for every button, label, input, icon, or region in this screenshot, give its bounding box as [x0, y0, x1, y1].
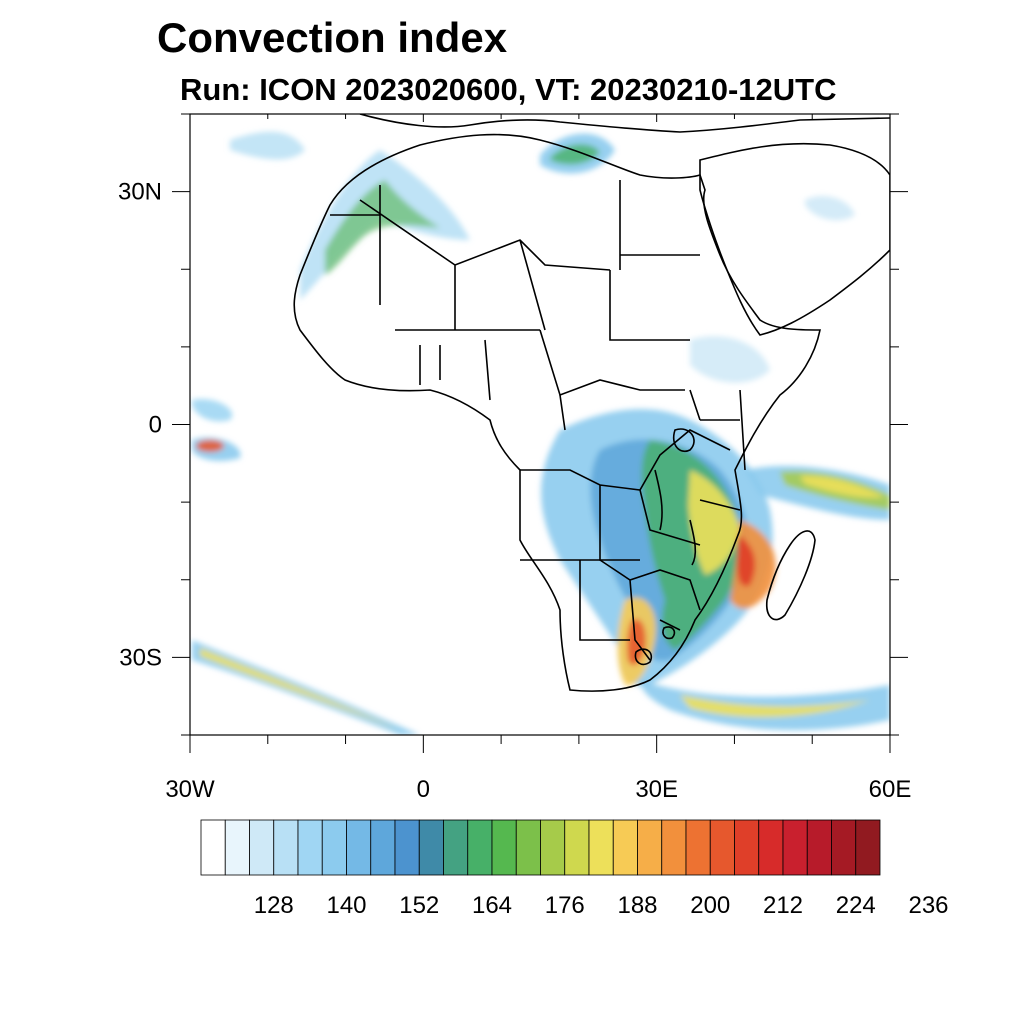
- colorbar-label: 224: [836, 892, 876, 919]
- colorbar-swatch: [685, 819, 711, 876]
- colorbar-swatch: [758, 819, 784, 876]
- axis-tick-labels: 30N 0 30S 30W 0 30E 60E: [118, 179, 911, 803]
- colorbar-swatch: [709, 819, 735, 876]
- colorbar-swatch: [346, 819, 372, 876]
- colorbar-swatch: [734, 819, 760, 876]
- madagascar-coastline: [765, 530, 816, 621]
- colorbar-swatch: [249, 819, 275, 876]
- colorbar: [200, 819, 881, 876]
- colorbar-swatch: [443, 819, 469, 876]
- colorbar-swatch: [588, 819, 614, 876]
- colorbar-label: 152: [399, 892, 439, 919]
- convection-field: [192, 131, 890, 735]
- colorbar-swatch: [394, 819, 420, 876]
- border-2: [395, 329, 685, 401]
- field-east-africa: [690, 336, 770, 383]
- colorbar-swatch: [806, 819, 832, 876]
- field-atlantic-north: [230, 131, 305, 160]
- field-nw-africa: [300, 150, 470, 300]
- field-mozambique-core: [736, 535, 756, 587]
- lon-tick-label: 30E: [635, 776, 678, 803]
- lesotho: [634, 648, 653, 666]
- lat-tick-label: 0: [149, 412, 162, 439]
- border-5: [689, 389, 746, 471]
- lat-tick-label: 30S: [119, 644, 162, 671]
- colorbar-labels: 128 140 152 164 176 188 200 212 224 236: [254, 892, 949, 919]
- colorbar-label: 212: [763, 892, 803, 919]
- field-south-front-core: [680, 695, 870, 718]
- colorbar-swatch: [467, 819, 493, 876]
- colorbar-label: 140: [326, 892, 366, 919]
- field-sw-band-core: [200, 648, 400, 730]
- colorbar-label: 236: [908, 892, 948, 919]
- colorbar-swatch: [831, 819, 857, 876]
- colorbar-swatch: [491, 819, 517, 876]
- axis-ticks: [172, 113, 908, 753]
- field-tanzania-yellow: [688, 470, 740, 575]
- field-indian-ocean-hot: [800, 475, 885, 498]
- colorbar-swatch: [564, 819, 590, 876]
- field-sw-band: [192, 640, 420, 735]
- colorbar-swatch: [321, 819, 347, 876]
- colorbar-label: 128: [254, 892, 294, 919]
- colorbar-swatch: [637, 819, 663, 876]
- lon-tick-label: 0: [417, 776, 430, 803]
- colorbar-swatch: [370, 819, 396, 876]
- colorbar-swatch: [782, 819, 808, 876]
- chart-title: Convection index: [157, 14, 508, 61]
- colorbar-swatch: [661, 819, 687, 876]
- colorbar-swatch: [612, 819, 638, 876]
- colorbar-swatch: [540, 819, 566, 876]
- chart-subtitle: Run: ICON 2023020600, VT: 20230210-12UTC: [180, 72, 837, 107]
- colorbar-swatch: [855, 819, 881, 876]
- colorbar-swatch: [273, 819, 299, 876]
- map-frame: [189, 113, 891, 736]
- colorbar-swatch: [297, 819, 323, 876]
- colorbar-label: 200: [690, 892, 730, 919]
- colorbar-label: 164: [472, 892, 512, 919]
- lon-tick-label: 60E: [869, 776, 912, 803]
- field-atlantic-eq-core: [196, 440, 224, 452]
- colorbar-swatch: [515, 819, 541, 876]
- field-atlantic-eq: [192, 399, 233, 422]
- europe-coastline: [359, 114, 890, 133]
- colorbar-swatch: [200, 819, 226, 876]
- eswatini: [662, 626, 676, 640]
- lon-tick-label: 30W: [165, 776, 215, 803]
- lat-tick-label: 30N: [118, 179, 162, 206]
- field-arabia: [805, 195, 855, 221]
- field-med-core: [550, 144, 600, 165]
- coastlines-borders: [293, 114, 890, 692]
- africa-coastline: [293, 133, 821, 692]
- colorbar-swatch: [224, 819, 250, 876]
- lake-malawi: [689, 519, 697, 566]
- lake-tanganyika: [654, 469, 663, 531]
- colorbar-label: 188: [617, 892, 657, 919]
- colorbar-swatch: [418, 819, 444, 876]
- lake-victoria: [672, 428, 695, 452]
- border-1: [330, 180, 700, 341]
- field-south-front: [640, 680, 890, 731]
- field-nw-africa-core: [325, 180, 440, 275]
- colorbar-label: 176: [545, 892, 585, 919]
- border-4: [520, 559, 701, 661]
- map-border: [189, 113, 891, 736]
- arabia-coastline: [699, 142, 890, 336]
